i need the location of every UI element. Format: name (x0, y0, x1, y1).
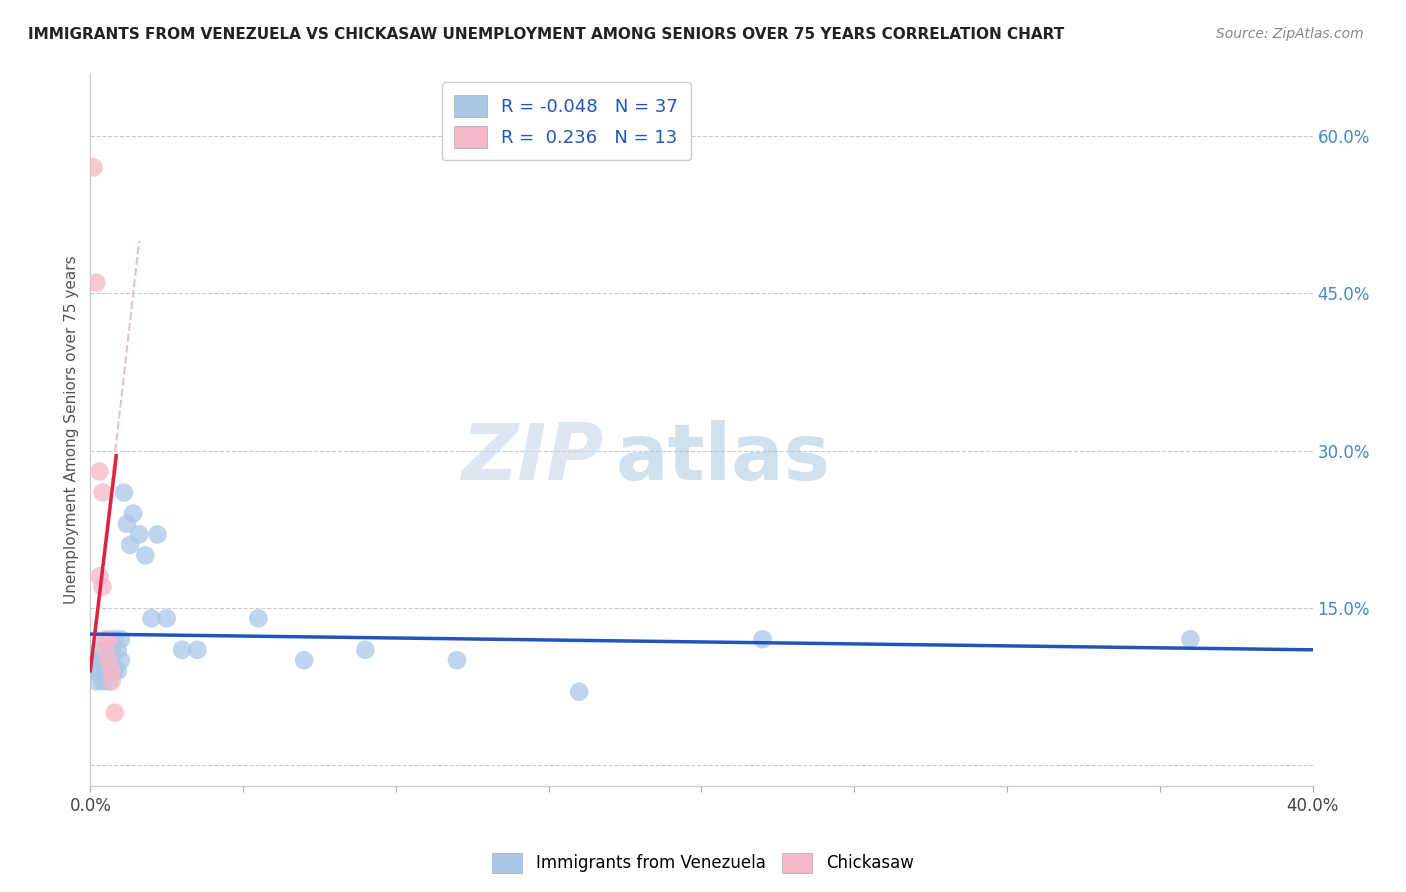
Point (134, 549, 156, 563)
Point (110, 653, 132, 667)
Point (146, 527, 169, 541)
Text: atlas: atlas (616, 420, 831, 496)
Point (91, 653, 114, 667)
Point (100, 664, 122, 678)
Point (128, 527, 150, 541)
Point (156, 611, 179, 625)
Point (89, 569, 111, 583)
Point (104, 632, 127, 647)
Point (107, 664, 129, 678)
Point (97, 653, 120, 667)
Point (122, 507, 145, 521)
Point (94, 632, 117, 647)
Point (91, 485, 114, 500)
Point (86, 276, 108, 290)
Point (82, 664, 104, 678)
Point (568, 685, 591, 699)
Point (186, 642, 208, 657)
Point (354, 642, 377, 657)
Point (110, 632, 132, 647)
Point (170, 642, 193, 657)
Point (94, 642, 117, 657)
Point (104, 664, 127, 678)
Point (89, 664, 111, 678)
Point (97, 653, 120, 667)
Point (94, 653, 117, 667)
Point (141, 611, 163, 625)
Point (100, 642, 122, 657)
Point (107, 642, 129, 657)
Point (86, 653, 108, 667)
Text: ZIP: ZIP (461, 420, 603, 496)
Point (82, 161, 104, 175)
Legend: Immigrants from Venezuela, Chickasaw: Immigrants from Venezuela, Chickasaw (486, 847, 920, 880)
Point (104, 706, 127, 720)
Point (100, 674, 122, 689)
Text: Source: ZipAtlas.com: Source: ZipAtlas.com (1216, 27, 1364, 41)
Point (94, 664, 117, 678)
Y-axis label: Unemployment Among Seniors over 75 years: Unemployment Among Seniors over 75 years (65, 255, 79, 604)
Legend: R = -0.048   N = 37, R =  0.236   N = 13: R = -0.048 N = 37, R = 0.236 N = 13 (441, 82, 690, 161)
Point (118, 538, 141, 552)
Point (89, 465, 111, 479)
Point (446, 653, 468, 667)
Point (751, 632, 773, 647)
Point (91, 674, 114, 689)
Point (100, 653, 122, 667)
Point (91, 580, 114, 594)
Point (97, 674, 120, 689)
Text: IMMIGRANTS FROM VENEZUELA VS CHICKASAW UNEMPLOYMENT AMONG SENIORS OVER 75 YEARS : IMMIGRANTS FROM VENEZUELA VS CHICKASAW U… (28, 27, 1064, 42)
Point (115, 516, 138, 531)
Point (86, 674, 108, 689)
Point (292, 653, 315, 667)
Point (1180, 632, 1202, 647)
Point (112, 485, 135, 500)
Point (89, 642, 111, 657)
Point (247, 611, 270, 625)
Point (97, 632, 120, 647)
